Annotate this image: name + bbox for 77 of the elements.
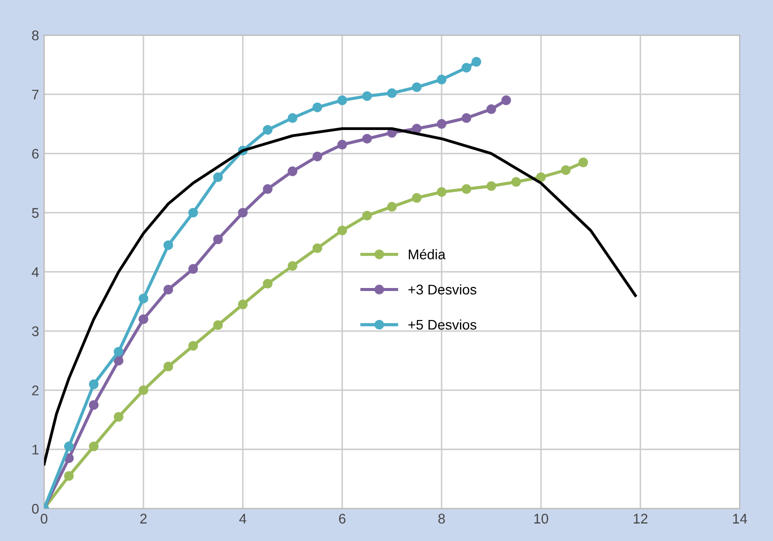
legend-label: +3 Desvios (408, 284, 476, 295)
point (412, 82, 422, 92)
point (578, 158, 588, 168)
point (88, 442, 99, 452)
x-tick-label: 6 (339, 514, 346, 524)
point (238, 208, 248, 218)
point (138, 314, 148, 324)
y-tick-label: 1 (32, 444, 39, 454)
point (511, 177, 522, 187)
point (337, 226, 348, 236)
y-tick-label: 0 (32, 504, 39, 514)
point (114, 346, 124, 357)
point (114, 356, 124, 366)
x-tick-label: 4 (239, 514, 246, 524)
line-series (44, 127, 637, 466)
x-tick-label: 14 (733, 514, 748, 524)
point (436, 119, 446, 129)
point (362, 91, 372, 101)
point (412, 193, 422, 203)
point (288, 261, 298, 271)
point (412, 124, 422, 134)
point (138, 385, 148, 396)
legend-label: +5 Desvios (408, 319, 476, 330)
point (462, 113, 472, 123)
x-tick-label: 10 (534, 514, 548, 524)
point (362, 210, 372, 220)
point (387, 88, 397, 98)
point (88, 379, 99, 390)
point (486, 181, 496, 191)
point (64, 442, 74, 452)
point (64, 471, 74, 481)
point (163, 362, 174, 372)
point (213, 234, 223, 244)
x-tick-label: 8 (438, 514, 445, 524)
legend-label: Média (408, 248, 446, 260)
point (536, 172, 546, 182)
x-tick-label: 2 (140, 514, 147, 524)
point (288, 166, 298, 176)
point (238, 300, 248, 310)
point (387, 202, 397, 212)
point (188, 340, 198, 351)
point (501, 95, 512, 106)
point (312, 243, 322, 254)
point (337, 140, 348, 150)
y-tick-label: 5 (32, 208, 39, 218)
point (472, 56, 482, 67)
y-tick-label: 7 (32, 90, 39, 100)
point (262, 278, 273, 289)
y-tick-label: 6 (32, 148, 39, 159)
point (362, 134, 372, 144)
point (163, 284, 174, 294)
point (114, 412, 124, 422)
y-tick-label: 3 (32, 326, 39, 336)
point (163, 240, 174, 250)
point (213, 172, 223, 182)
y-tick-label: 8 (32, 30, 39, 40)
point (213, 320, 223, 330)
point (188, 208, 198, 218)
x-tick-label: 0 (40, 514, 48, 524)
point (486, 104, 496, 114)
point (262, 124, 273, 135)
point (462, 62, 472, 73)
point (462, 184, 472, 194)
x-tick-label: 12 (634, 514, 648, 524)
point (436, 187, 446, 197)
point (262, 184, 273, 194)
point (312, 102, 322, 112)
point (288, 113, 298, 123)
point (188, 264, 198, 274)
point (436, 74, 446, 84)
point (138, 294, 148, 304)
point (88, 400, 99, 410)
point (337, 95, 348, 106)
point (560, 165, 571, 175)
point (312, 152, 322, 162)
y-tick-label: 4 (32, 267, 39, 277)
y-tick-label: 2 (32, 386, 39, 396)
